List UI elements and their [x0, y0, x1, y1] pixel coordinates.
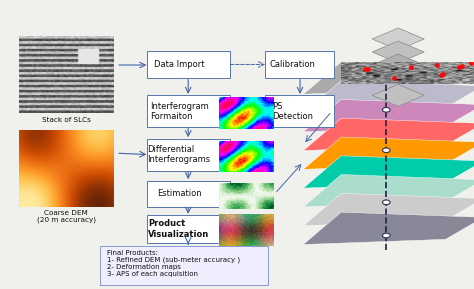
- Polygon shape: [372, 84, 424, 106]
- Circle shape: [383, 108, 390, 112]
- Text: Coarse DEM
(20 m accuracy): Coarse DEM (20 m accuracy): [37, 210, 96, 223]
- Polygon shape: [303, 81, 474, 113]
- Circle shape: [383, 148, 390, 153]
- FancyBboxPatch shape: [147, 215, 230, 243]
- Text: Data Import: Data Import: [154, 60, 204, 69]
- Polygon shape: [303, 62, 474, 94]
- FancyBboxPatch shape: [147, 95, 230, 127]
- Polygon shape: [303, 193, 474, 226]
- Polygon shape: [303, 118, 474, 151]
- Polygon shape: [303, 137, 474, 169]
- FancyBboxPatch shape: [265, 95, 334, 127]
- Text: Stack of SLCs: Stack of SLCs: [42, 117, 91, 123]
- FancyBboxPatch shape: [147, 139, 230, 171]
- Text: Final Products:
1- Refined DEM (sub-meter accuracy )
2- Deformation maps
3- APS : Final Products: 1- Refined DEM (sub-mete…: [107, 250, 240, 277]
- Polygon shape: [372, 54, 424, 76]
- Text: Interferogram
Formaiton: Interferogram Formaiton: [150, 101, 209, 121]
- Text: Differential
Interferograms: Differential Interferograms: [147, 145, 210, 164]
- Polygon shape: [303, 175, 474, 207]
- Polygon shape: [303, 212, 474, 244]
- Polygon shape: [372, 28, 424, 50]
- Polygon shape: [303, 156, 474, 188]
- Text: Calibration: Calibration: [269, 60, 315, 69]
- Polygon shape: [372, 41, 424, 63]
- Text: Estimation: Estimation: [157, 189, 201, 198]
- FancyBboxPatch shape: [147, 51, 230, 78]
- Text: PS
Detection: PS Detection: [272, 101, 313, 121]
- FancyBboxPatch shape: [265, 51, 334, 78]
- FancyBboxPatch shape: [100, 246, 268, 285]
- FancyBboxPatch shape: [147, 181, 230, 207]
- Circle shape: [383, 233, 390, 238]
- Circle shape: [383, 200, 390, 205]
- Polygon shape: [303, 99, 474, 132]
- Text: Product
Visualization: Product Visualization: [148, 219, 210, 239]
